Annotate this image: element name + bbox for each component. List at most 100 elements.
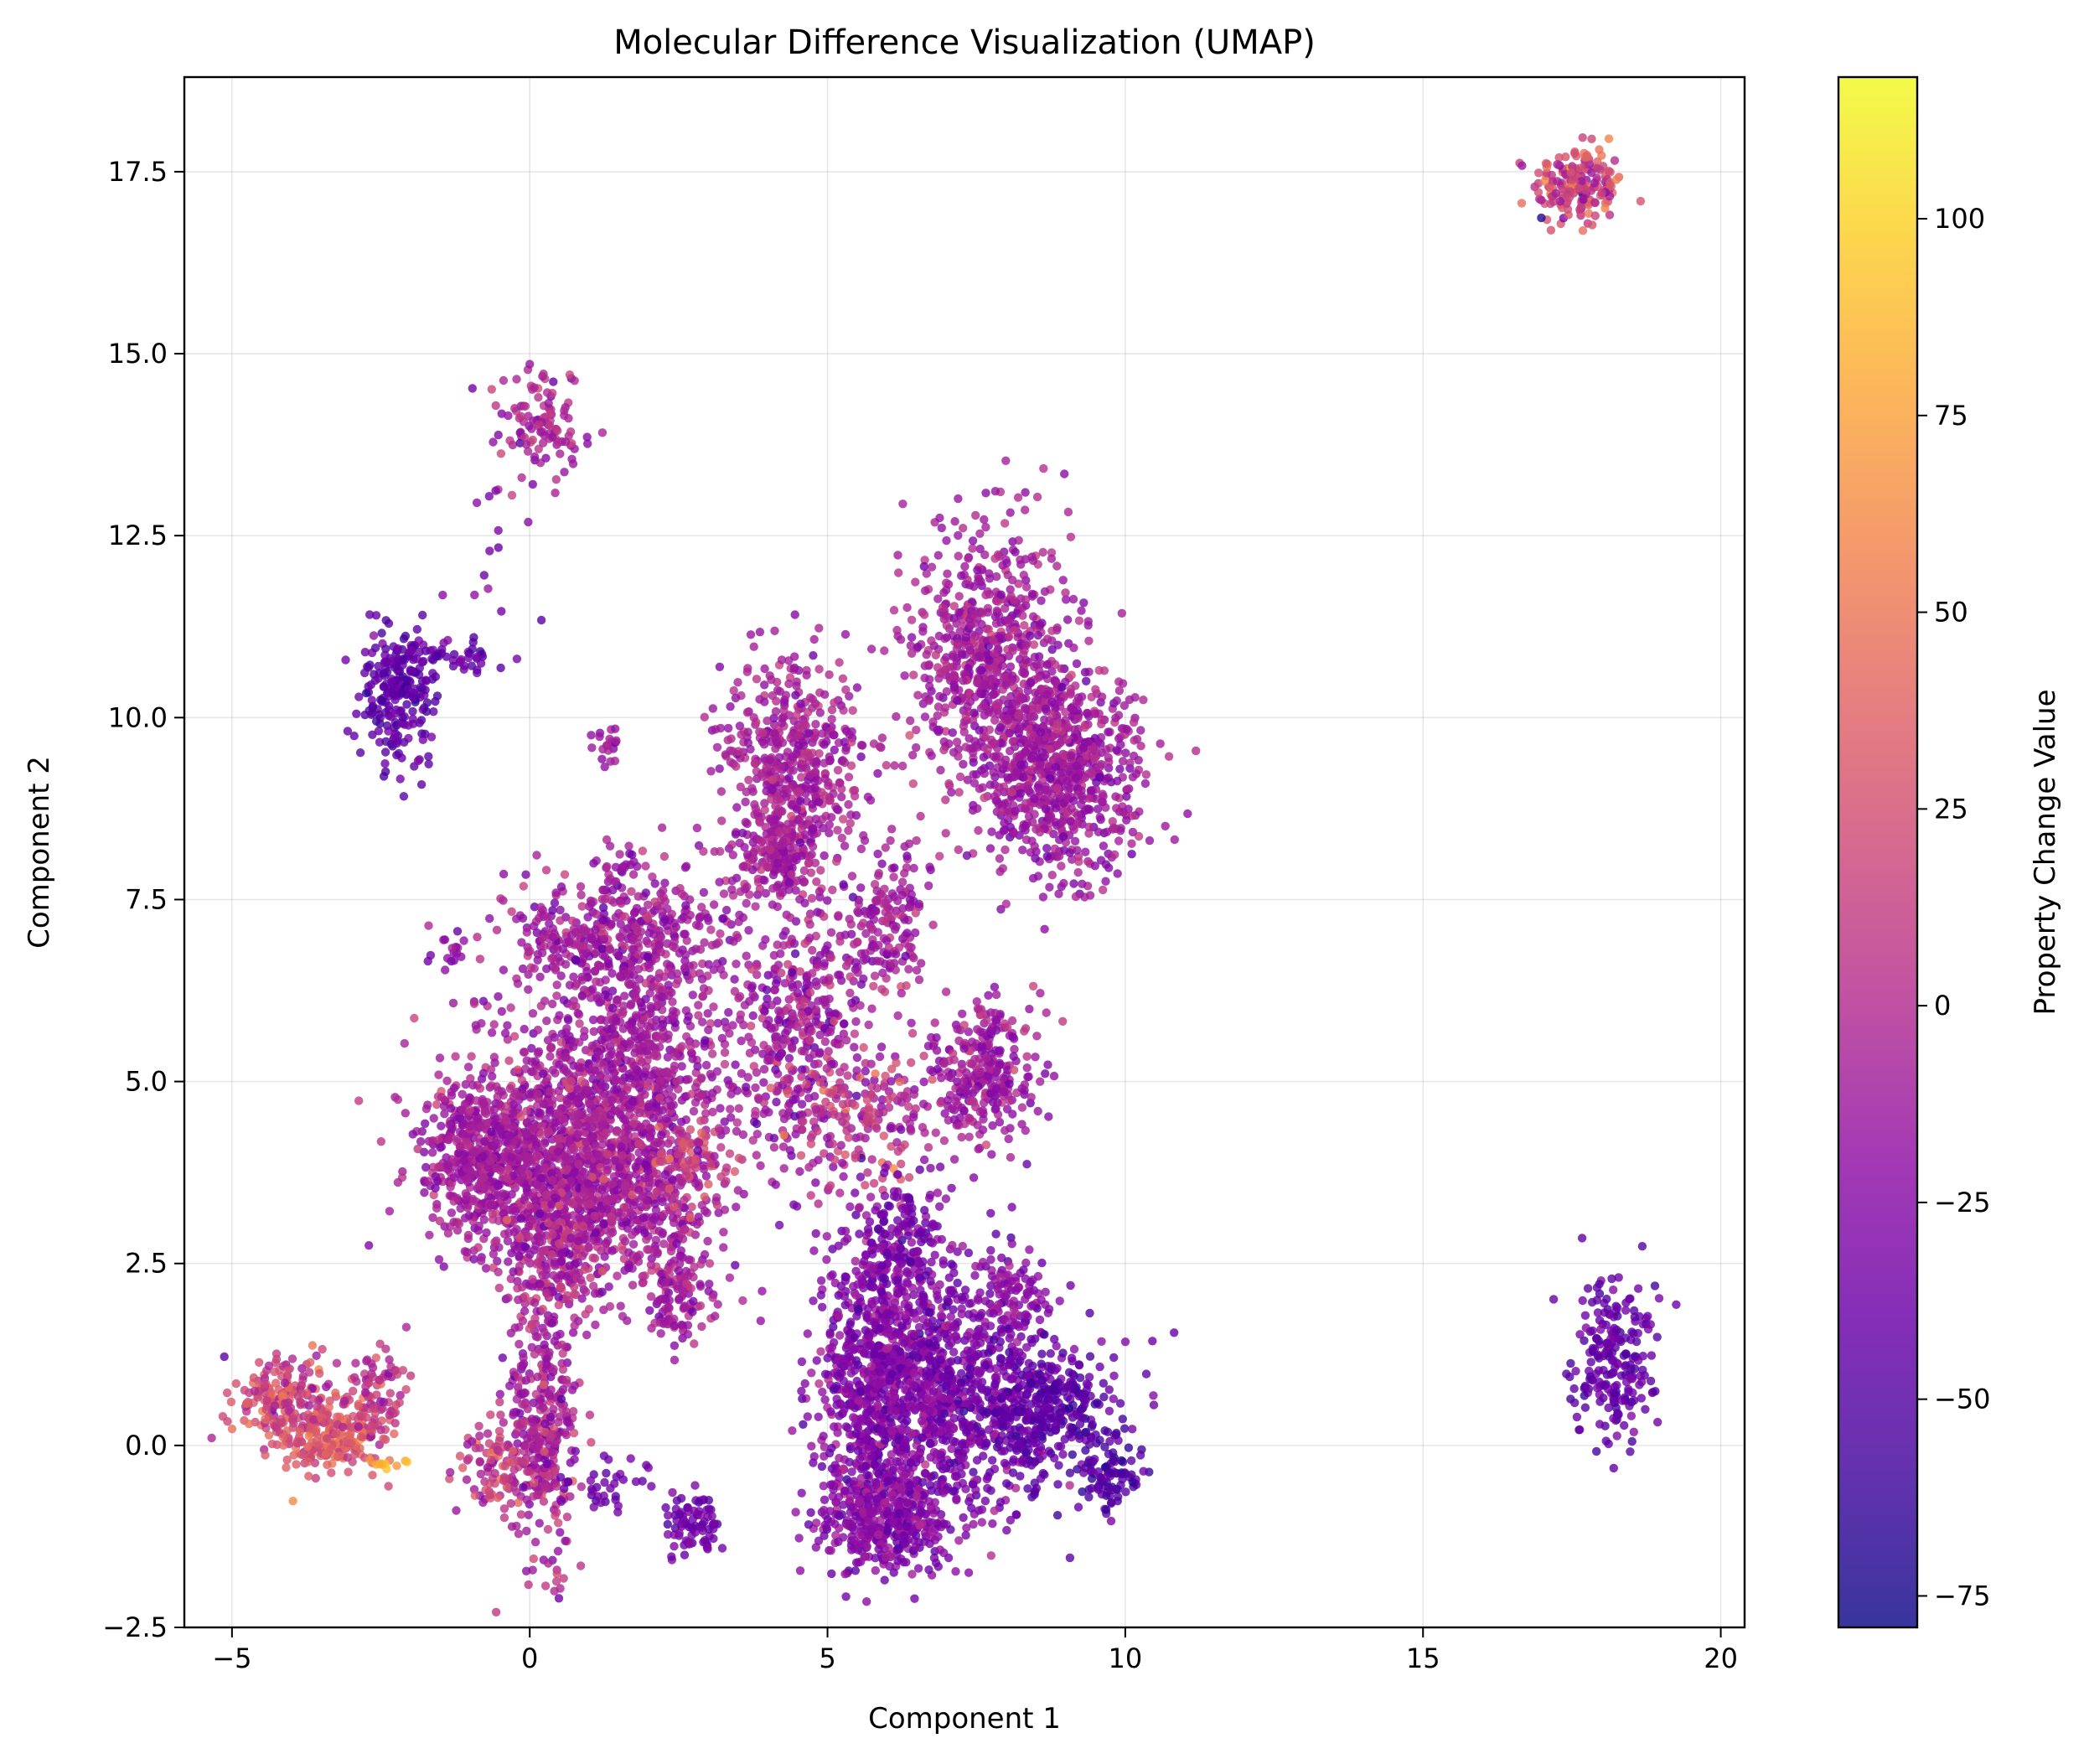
data-point bbox=[1602, 1295, 1611, 1303]
data-point bbox=[770, 627, 778, 635]
data-point bbox=[1165, 753, 1173, 761]
data-point bbox=[421, 1120, 429, 1128]
data-point bbox=[750, 643, 758, 651]
data-point bbox=[995, 783, 1003, 791]
data-point bbox=[641, 861, 649, 870]
data-point bbox=[1026, 679, 1035, 687]
data-point bbox=[473, 499, 481, 507]
data-point bbox=[1564, 210, 1573, 219]
data-point bbox=[790, 652, 799, 660]
data-point bbox=[561, 437, 570, 446]
data-point bbox=[995, 867, 1004, 876]
data-point bbox=[573, 1130, 582, 1138]
data-point bbox=[996, 723, 1005, 732]
data-point bbox=[809, 695, 817, 703]
data-point bbox=[1109, 824, 1118, 832]
data-point bbox=[1575, 1425, 1583, 1434]
data-point bbox=[763, 716, 771, 725]
data-point bbox=[675, 884, 684, 892]
data-point bbox=[960, 562, 969, 571]
data-point bbox=[365, 610, 374, 618]
data-point bbox=[1122, 816, 1130, 825]
data-point bbox=[1621, 1333, 1630, 1342]
data-point bbox=[551, 1068, 559, 1077]
data-point bbox=[598, 895, 607, 903]
data-point bbox=[397, 689, 406, 697]
data-point bbox=[1542, 159, 1550, 168]
data-point bbox=[523, 1056, 531, 1064]
data-point bbox=[743, 851, 752, 859]
data-point bbox=[1120, 701, 1129, 710]
data-point bbox=[559, 944, 567, 953]
data-point bbox=[417, 780, 426, 789]
data-point bbox=[1620, 1421, 1628, 1430]
data-point bbox=[538, 949, 546, 957]
data-point bbox=[1031, 842, 1039, 851]
data-point bbox=[1581, 1404, 1590, 1412]
data-point bbox=[1549, 1295, 1558, 1303]
data-point bbox=[574, 1160, 582, 1168]
data-point bbox=[1053, 623, 1062, 632]
data-point bbox=[551, 489, 559, 497]
data-point bbox=[1628, 1437, 1637, 1446]
data-point bbox=[584, 1151, 592, 1160]
data-point bbox=[1609, 1285, 1617, 1294]
data-point bbox=[1618, 1396, 1626, 1404]
data-point bbox=[810, 784, 819, 792]
data-point bbox=[1579, 195, 1587, 204]
data-point bbox=[724, 724, 732, 732]
data-point bbox=[612, 863, 620, 872]
data-point bbox=[1053, 784, 1062, 792]
data-point bbox=[485, 914, 494, 923]
data-point bbox=[531, 1196, 540, 1204]
data-point bbox=[830, 746, 839, 754]
data-point bbox=[1051, 660, 1059, 669]
data-point bbox=[1051, 845, 1059, 853]
data-point bbox=[1053, 720, 1062, 728]
data-point bbox=[1068, 670, 1076, 679]
data-point bbox=[839, 675, 847, 683]
data-point bbox=[803, 751, 811, 759]
data-point bbox=[1008, 671, 1016, 680]
data-point bbox=[864, 793, 872, 801]
data-point bbox=[1573, 1413, 1581, 1421]
data-point bbox=[928, 752, 936, 760]
data-point bbox=[601, 763, 609, 771]
data-point bbox=[1101, 877, 1109, 886]
data-point bbox=[716, 847, 724, 856]
data-point bbox=[490, 1020, 499, 1028]
data-point bbox=[1045, 883, 1053, 892]
data-point bbox=[1021, 826, 1030, 835]
data-point bbox=[695, 914, 704, 923]
data-point bbox=[361, 648, 370, 656]
data-point bbox=[1096, 813, 1104, 821]
data-point bbox=[534, 393, 542, 401]
data-point bbox=[990, 554, 999, 562]
data-point bbox=[1033, 493, 1042, 501]
data-point bbox=[531, 1057, 540, 1065]
data-point bbox=[1021, 505, 1029, 514]
data-point bbox=[499, 1189, 507, 1198]
data-point bbox=[996, 618, 1005, 627]
data-point bbox=[597, 755, 606, 763]
data-point bbox=[1066, 848, 1074, 856]
data-point bbox=[825, 670, 833, 679]
data-point bbox=[1566, 187, 1575, 195]
data-point bbox=[556, 916, 564, 924]
data-point bbox=[1048, 645, 1057, 654]
data-point bbox=[921, 712, 929, 721]
data-point bbox=[1036, 620, 1044, 629]
data-point bbox=[381, 748, 390, 756]
data-point bbox=[1142, 770, 1151, 779]
data-point bbox=[713, 1201, 721, 1209]
data-point bbox=[1001, 519, 1009, 527]
data-point bbox=[557, 882, 566, 891]
data-point bbox=[809, 734, 818, 742]
data-point bbox=[737, 783, 745, 791]
data-point bbox=[610, 877, 618, 886]
data-point bbox=[496, 664, 504, 672]
data-point bbox=[520, 1025, 529, 1033]
data-point bbox=[371, 644, 380, 652]
data-point bbox=[602, 862, 611, 871]
data-point bbox=[1584, 1284, 1592, 1292]
